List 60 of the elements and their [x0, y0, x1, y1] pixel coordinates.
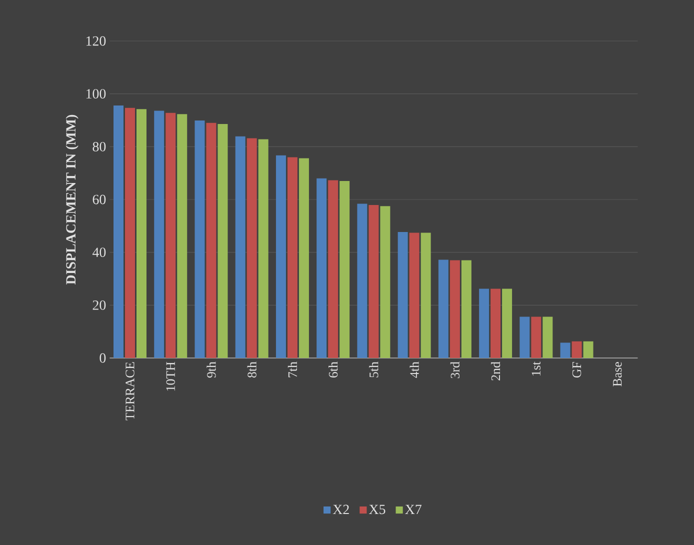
- x-tick-label: 2nd: [490, 362, 500, 380]
- bar: [380, 206, 390, 358]
- bar: [438, 260, 448, 358]
- y-tick-label: 120: [86, 36, 106, 46]
- x-tick-label: 6th: [328, 362, 338, 378]
- bar: [246, 138, 257, 358]
- bar: [368, 205, 379, 358]
- bar: [125, 108, 135, 358]
- x-tick-label: 10TH: [166, 362, 175, 391]
- x-tick-label: 3rd: [450, 362, 460, 378]
- bar: [114, 105, 124, 358]
- x-tick-label: 9th: [206, 362, 216, 378]
- x-tick-label: TERRACE: [126, 362, 134, 420]
- y-tick-label: 0: [100, 353, 106, 363]
- y-tick-label: 100: [86, 89, 106, 99]
- bar: [420, 232, 431, 358]
- bar: [409, 232, 420, 358]
- y-tick-label: 20: [92, 300, 106, 310]
- x-tick-label: 4th: [410, 362, 419, 378]
- x-tick-label: 7th: [288, 362, 298, 378]
- bar: [298, 158, 309, 358]
- bar: [490, 288, 501, 358]
- bar: [357, 204, 368, 358]
- bar: [154, 110, 164, 358]
- bar: [340, 181, 350, 358]
- bar: [316, 178, 327, 358]
- bar: [166, 112, 176, 358]
- bar: [479, 288, 490, 358]
- x-tick-label: 1st: [532, 362, 540, 376]
- y-tick-label: 80: [92, 142, 106, 152]
- bar: [583, 341, 594, 358]
- y-tick-label: 60: [92, 194, 106, 204]
- bar: [136, 109, 146, 358]
- bar: [502, 288, 512, 358]
- bar: [218, 124, 228, 358]
- bar: [276, 155, 286, 358]
- y-axis-title: DISPLACEMENT IN (MM): [66, 114, 78, 284]
- bar: [520, 316, 530, 358]
- bar: [531, 316, 542, 358]
- bar: [194, 120, 205, 358]
- y-tick-label: 40: [92, 248, 106, 258]
- x-tick-label: GF: [572, 362, 582, 378]
- legend-label: X7: [405, 504, 422, 514]
- bar: [398, 232, 408, 358]
- bar: [560, 342, 570, 358]
- x-tick-label: Base: [613, 362, 622, 386]
- legend-label: X5: [369, 504, 386, 514]
- bar: [542, 316, 553, 358]
- bar: [235, 136, 246, 358]
- bar: [450, 260, 460, 358]
- bar: [258, 139, 268, 358]
- bar: [328, 180, 338, 358]
- bar: [572, 341, 582, 358]
- legend-label: X2: [332, 504, 349, 514]
- x-tick-label: 8th: [247, 362, 256, 378]
- bar: [206, 122, 216, 358]
- bar: [177, 114, 188, 358]
- x-tick-label: 5th: [369, 362, 378, 378]
- bar: [461, 260, 472, 358]
- bar: [287, 157, 298, 358]
